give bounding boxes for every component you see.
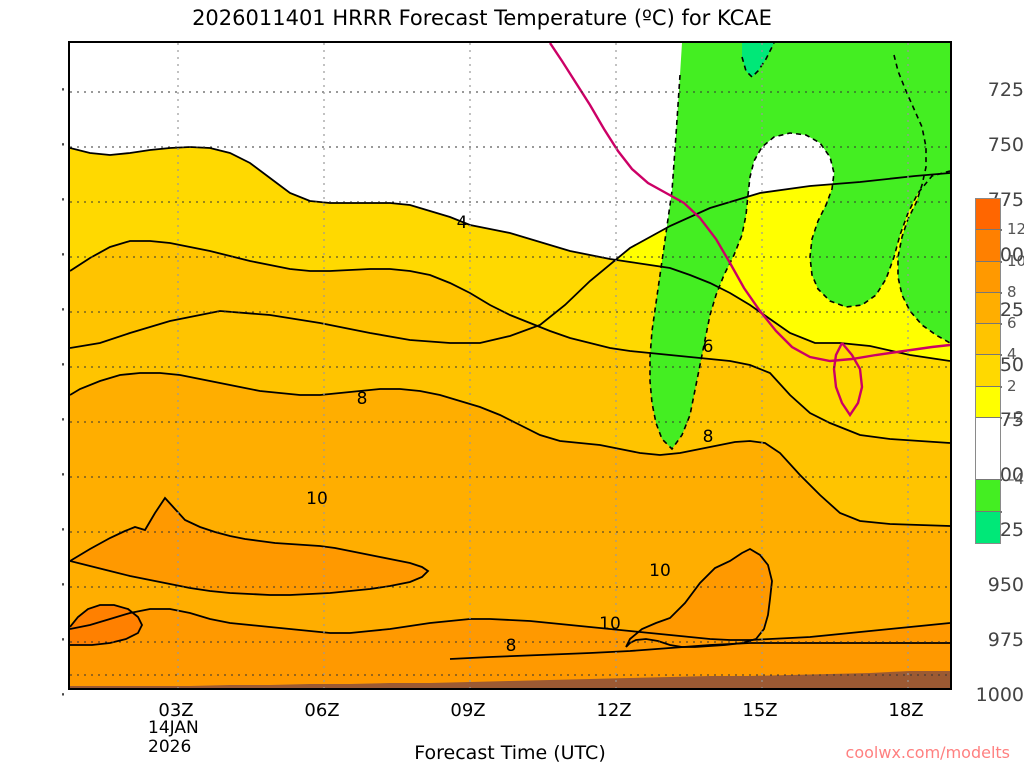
- y-axis-tick-mark: ·: [60, 244, 67, 266]
- plot-area: 4488668810101010101088: [68, 41, 952, 690]
- colorbar-band: [976, 386, 1000, 418]
- x-axis-tick-label: 09Z: [450, 700, 486, 721]
- contour-label: 8: [357, 389, 368, 409]
- x-axis-tick-label: 18Z: [888, 700, 924, 721]
- colorbar-label: 4: [1007, 345, 1017, 364]
- date-line-2: 2026: [148, 737, 192, 757]
- colorbar-label: 2: [1007, 376, 1017, 395]
- y-axis-tick-mark: ·: [60, 354, 67, 376]
- terrain-surface: [70, 671, 950, 688]
- colorbar-label: 6: [1007, 314, 1017, 333]
- band-minus2-minus4-left: [650, 43, 950, 449]
- temperature-cross-section: 4488668810101010101088: [70, 43, 950, 688]
- y-axis-tick-label: 750: [987, 134, 1024, 156]
- contour-label: 8: [703, 427, 714, 447]
- y-axis-tick-mark: ·: [60, 684, 67, 706]
- colorbar-band: [976, 292, 1000, 325]
- x-axis-tick-label: 15Z: [742, 700, 778, 721]
- y-axis-tick-mark: ·: [60, 464, 67, 486]
- gridlines: [70, 43, 950, 688]
- contour-lines-dashed: [649, 43, 950, 451]
- x-axis-title: Forecast Time (UTC): [414, 742, 606, 764]
- contour-lines: [70, 146, 950, 660]
- y-axis-tick-mark: ·: [60, 189, 67, 211]
- contour-label: 4: [457, 213, 468, 233]
- x-axis-tick-label: 12Z: [596, 700, 632, 721]
- colorbar-band: [976, 417, 1000, 481]
- date-line-1: 14JAN: [148, 718, 199, 738]
- band-10-12-pocket: [626, 549, 772, 647]
- colorbar-label: 10: [1007, 251, 1024, 270]
- y-axis-tick-mark: ·: [60, 134, 67, 156]
- band-10-12-midblob: [70, 498, 428, 595]
- colorbar-label: 8: [1007, 282, 1017, 301]
- x-axis-tick-label: 06Z: [304, 700, 340, 721]
- y-axis-tick-label: 725: [987, 79, 1024, 101]
- colorbar-band: [976, 230, 1000, 262]
- y-axis-tick-label: 1000: [975, 684, 1024, 706]
- freezing-level-line: [549, 43, 950, 418]
- date-stamp: 14JAN 2026: [148, 719, 199, 757]
- colorbar-band: [976, 324, 1000, 356]
- page-title: 2026011401 HRRR Forecast Temperature (ºC…: [192, 6, 772, 30]
- watermark-link[interactable]: coolwx.com/modelts: [845, 743, 1010, 762]
- y-axis-tick-mark: ·: [60, 79, 67, 101]
- x-axis-tick-label: 03Z: [158, 700, 194, 721]
- colorbar-label: –4: [1007, 470, 1024, 489]
- y-axis-tick-mark: ·: [60, 629, 67, 651]
- y-axis-tick-mark: ·: [60, 409, 67, 431]
- contour-labels: 4488668810101010101088: [306, 213, 714, 656]
- y-axis-tick-mark: ·: [60, 574, 67, 596]
- colorbar-band: [976, 199, 1000, 231]
- contour-label: 10: [649, 561, 671, 581]
- colorbar: [975, 198, 1002, 544]
- colorbar-label: 12: [1007, 220, 1024, 239]
- y-axis-tick-label: 975: [987, 629, 1024, 651]
- contour-label: 10: [599, 614, 621, 634]
- colorbar-band: [976, 261, 1000, 293]
- band-minus4-minus6: [742, 43, 774, 77]
- colorbar-label: –2: [1007, 407, 1024, 426]
- band-10-12-surface: [70, 609, 950, 688]
- colorbar-band: [976, 480, 1000, 512]
- contour-label: 10: [306, 489, 328, 509]
- colorbar-band: [976, 355, 1000, 387]
- contour-label: 6: [703, 337, 714, 357]
- y-axis-tick-mark: ·: [60, 519, 67, 541]
- y-axis-tick-mark: ·: [60, 299, 67, 321]
- colorbar-band: [976, 511, 1000, 543]
- y-axis-tick-label: 950: [987, 574, 1024, 596]
- contour-label: 8: [506, 636, 517, 656]
